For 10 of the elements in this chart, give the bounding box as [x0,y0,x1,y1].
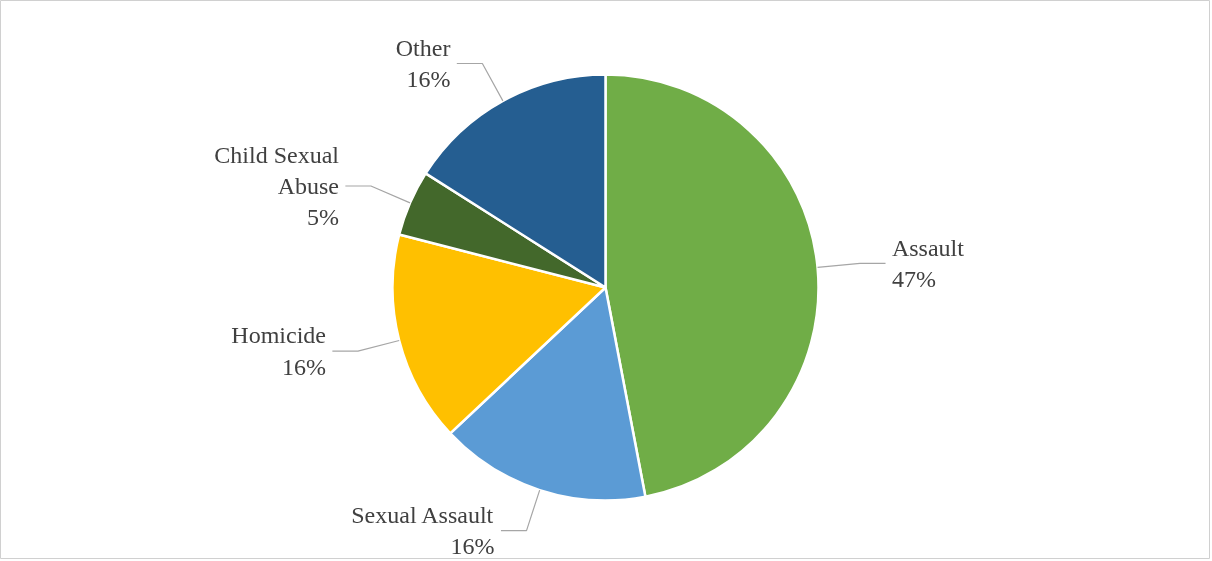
data-label: 16% [281,353,326,380]
data-label: 47% [891,266,936,293]
slice-label: Sexual Assault [351,501,494,528]
slice-label: Child Sexual Abuse [214,141,340,199]
slice-label: Assault [891,234,965,261]
slice-label: Other [395,34,451,61]
data-label: 16% [450,533,495,560]
slice-label: Homicide [231,322,326,349]
data-label: 5% [306,204,339,231]
data-label: 16% [406,66,451,93]
